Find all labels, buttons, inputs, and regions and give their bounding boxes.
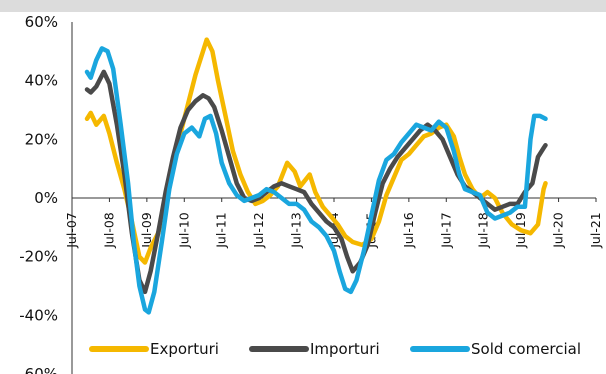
- x-tick-label: Jul-07: [64, 212, 79, 249]
- y-tick-label: 40%: [25, 72, 58, 90]
- legend: Exporturi Importuri Sold comercial: [89, 340, 581, 358]
- y-tick-label: 20%: [25, 130, 58, 148]
- y-axis-ticks: 60% 40% 20% 0% -20% -40% -60%: [19, 13, 58, 374]
- x-tick-label: Jul-17: [438, 212, 453, 249]
- x-tick-label: Jul-13: [289, 212, 304, 249]
- legend-label: Exporturi: [150, 340, 219, 358]
- y-tick-label: -40%: [19, 306, 58, 324]
- series-line: [84, 46, 548, 315]
- x-tick-label: Jul-11: [214, 212, 229, 249]
- series-lines: [84, 37, 548, 315]
- x-tick-label: Jul-09: [139, 212, 154, 249]
- series-line: [84, 69, 548, 295]
- y-tick-label: 0%: [34, 189, 58, 207]
- x-tick-label: Jul-16: [401, 212, 416, 249]
- x-tick-label: Jul-12: [251, 212, 266, 249]
- x-tick-label: Jul-10: [176, 212, 191, 249]
- x-tick-label: Jul-08: [101, 212, 116, 249]
- header-band: [0, 0, 606, 12]
- x-tick-label: Jul-20: [551, 212, 566, 249]
- y-tick-label: -60%: [19, 365, 58, 374]
- y-tick-label: -20%: [19, 248, 58, 266]
- legend-label: Importuri: [310, 340, 380, 358]
- y-tick-label: 60%: [25, 13, 58, 31]
- x-tick-label: Jul-18: [476, 212, 491, 249]
- legend-label: Sold comercial: [471, 340, 581, 358]
- x-tick-label: Jul-21: [588, 212, 603, 249]
